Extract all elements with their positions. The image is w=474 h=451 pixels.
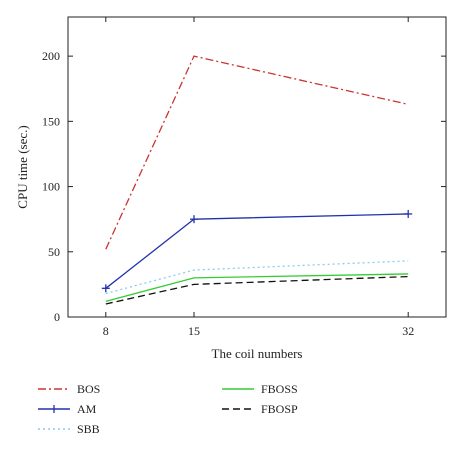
y-axis-label: CPU time (sec.) [15,125,30,208]
series-line-bos [105,55,409,250]
x-tick-label: 8 [103,324,109,338]
legend-item-am: AM [38,402,97,416]
series-line-fboss [105,273,409,302]
legend-label: SBB [77,422,100,436]
y-tick-label: 100 [42,180,60,194]
legend-label: FBOSP [261,402,298,416]
legend-item-sbb: SBB [38,422,100,436]
legend-item-fbosp: FBOSP [222,402,298,416]
series-line-sbb [105,260,409,295]
legend-item-bos: BOS [38,382,100,396]
x-axis-label: The coil numbers [212,346,303,361]
x-tick-label: 32 [402,324,414,338]
data-point-am [404,209,413,218]
y-tick-label: 50 [48,245,60,259]
y-axis: 0 50 100 150 200 [42,49,446,324]
data-point-am [101,284,110,293]
series-layer [101,55,413,305]
x-axis: 8 15 32 [103,17,414,338]
y-tick-label: 200 [42,49,60,63]
legend-label: AM [77,402,97,416]
plot-area-border [67,16,447,318]
legend-label: FBOSS [261,382,298,396]
legend-label: BOS [77,382,100,396]
series-line-fbosp [105,275,409,305]
x-tick-label: 15 [188,324,200,338]
y-tick-label: 150 [42,114,60,128]
y-tick-label: 0 [54,310,60,324]
legend: BOS AM SBB FBOSS FBOSP [38,382,298,436]
plot-frame [67,16,447,318]
legend-item-fboss: FBOSS [222,382,298,396]
data-point-am [190,215,198,224]
